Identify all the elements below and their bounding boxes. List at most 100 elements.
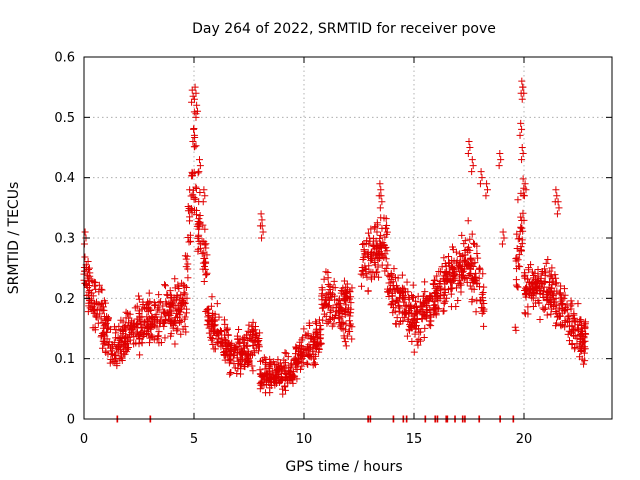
data-point [324, 281, 332, 289]
data-point [341, 338, 349, 346]
data-point [513, 283, 521, 291]
data-point [480, 283, 488, 291]
data-point [245, 355, 253, 363]
data-point [429, 280, 437, 288]
data-point [415, 328, 423, 336]
data-point [473, 242, 481, 250]
data-point [564, 330, 572, 338]
data-point [432, 287, 440, 295]
data-point [335, 313, 343, 321]
data-point [117, 339, 125, 347]
data-point [109, 343, 117, 351]
data-point [421, 288, 429, 296]
data-point [256, 329, 264, 337]
data-point [473, 250, 481, 258]
data-point [148, 313, 156, 321]
data-point [419, 300, 427, 308]
data-point [466, 235, 474, 243]
data-point [395, 294, 403, 302]
data-point [144, 298, 152, 306]
data-point [118, 354, 126, 362]
data-point [305, 351, 313, 359]
data-point [211, 321, 219, 329]
data-point [332, 303, 340, 311]
data-point [464, 150, 472, 158]
data-point [395, 320, 403, 328]
data-point [366, 237, 374, 245]
data-point [542, 259, 550, 267]
data-point [551, 271, 559, 279]
data-point [145, 289, 153, 297]
data-point [445, 252, 453, 260]
data-point [300, 325, 308, 333]
data-point [517, 243, 525, 251]
data-point [568, 340, 576, 348]
data-point [102, 299, 110, 307]
data-point [224, 331, 232, 339]
data-point [92, 311, 100, 319]
data-point [319, 304, 327, 312]
data-point [461, 237, 469, 245]
data-point [560, 285, 568, 293]
data-point [416, 337, 424, 345]
data-point [81, 253, 89, 261]
data-point [215, 331, 223, 339]
data-point [315, 345, 323, 353]
data-point [405, 304, 413, 312]
data-point [528, 268, 536, 276]
data-point [173, 327, 181, 335]
data-point [394, 285, 402, 293]
data-point [221, 338, 229, 346]
data-point [273, 365, 281, 373]
data-point [465, 260, 473, 268]
data-point [347, 309, 355, 317]
data-point [293, 344, 301, 352]
data-point [203, 306, 211, 314]
data-point [410, 348, 418, 356]
data-point [552, 319, 560, 327]
data-point [520, 216, 528, 224]
data-point [540, 305, 548, 313]
data-point [359, 256, 367, 264]
data-point [518, 77, 526, 85]
data-point [454, 296, 462, 304]
data-point [581, 345, 589, 353]
data-point [412, 297, 420, 305]
data-point [553, 309, 561, 317]
data-point [514, 196, 522, 204]
data-point [166, 287, 174, 295]
data-point [374, 221, 382, 229]
data-point [249, 318, 257, 326]
data-point [214, 339, 222, 347]
data-point [442, 262, 450, 270]
data-point [567, 297, 575, 305]
data-point [324, 289, 332, 297]
data-point [377, 231, 385, 239]
data-point [303, 359, 311, 367]
data-point [381, 233, 389, 241]
data-point [554, 198, 562, 206]
data-point [96, 301, 104, 309]
data-point [457, 266, 465, 274]
data-point [201, 192, 209, 200]
data-point [388, 301, 396, 309]
data-point [259, 228, 267, 236]
data-point [157, 313, 165, 321]
data-point [340, 308, 348, 316]
data-point [256, 366, 264, 374]
data-point [267, 382, 275, 390]
data-point [196, 189, 204, 197]
data-point [232, 343, 240, 351]
data-point [196, 240, 204, 248]
data-point [344, 304, 352, 312]
data-point [184, 265, 192, 273]
data-point [547, 271, 555, 279]
data-point [138, 339, 146, 347]
data-point [215, 313, 223, 321]
data-point [91, 326, 99, 334]
data-point [308, 334, 316, 342]
data-point [420, 334, 428, 342]
data-point [537, 284, 545, 292]
data-point [541, 271, 549, 279]
data-point [548, 275, 556, 283]
